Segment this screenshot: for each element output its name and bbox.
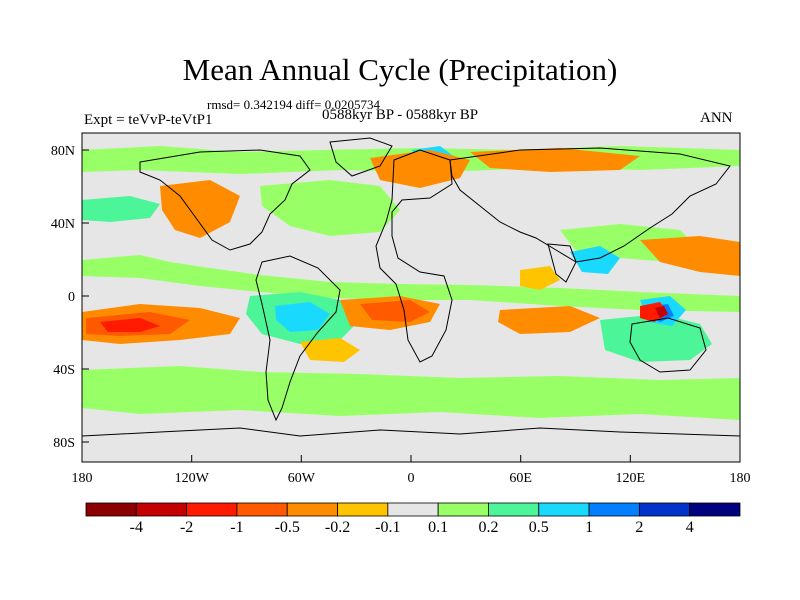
- precip-field: [82, 146, 740, 420]
- lon-ticks: [81, 455, 741, 462]
- field-patch: [520, 266, 560, 290]
- colorbar-box: [689, 502, 741, 517]
- map-title: Mean Annual Cycle (Precipitation): [182, 52, 618, 87]
- europe-africa-outline: [375, 149, 453, 363]
- colorbar-box: [135, 502, 188, 517]
- season-label: ANN: [700, 110, 733, 126]
- coastlines: [82, 137, 740, 462]
- colorbar-box: [337, 502, 389, 517]
- lat-label: 80S: [53, 436, 75, 451]
- colorbar-label: 4: [686, 519, 694, 536]
- colorbar-box: [488, 502, 540, 517]
- field-patch: [640, 236, 740, 276]
- colorbar-label: 2: [635, 519, 643, 536]
- period-label: 0588kyr BP - 0588kyr BP: [322, 107, 479, 123]
- colorbar-label: 1: [585, 519, 593, 536]
- field-patch: [300, 338, 360, 362]
- colorbar-box: [638, 502, 691, 517]
- stats-text: rmsd= 0.342194 diff= 0.0205734: [207, 97, 380, 112]
- field-patch: [275, 302, 330, 332]
- field-patch: [100, 318, 160, 332]
- lat-label: 80N: [51, 144, 75, 159]
- india-outline: [547, 243, 577, 283]
- colorbar-label: -1: [230, 519, 243, 536]
- field-patch: [600, 314, 712, 362]
- lon-label: 60E: [509, 471, 532, 486]
- field-patch: [470, 148, 640, 172]
- colorbar-label: -0.2: [325, 519, 350, 536]
- field-patch: [160, 180, 240, 238]
- lon-label: 0: [408, 471, 415, 486]
- greenland-outline: [329, 137, 393, 177]
- field-patch: [82, 196, 160, 222]
- lat-label: 40S: [53, 363, 75, 378]
- colorbar-label: -0.1: [375, 519, 400, 536]
- field-patch: [655, 306, 668, 318]
- field-patch: [82, 255, 740, 312]
- south-america-outline: [255, 255, 341, 422]
- experiment-label: Expt = teVvP-teVtP1: [84, 112, 213, 128]
- lon-labels: 180 120W 60W 0 60E 120E 180: [72, 471, 751, 486]
- colorbar-box: [85, 502, 137, 517]
- field-patch: [82, 366, 740, 420]
- lat-label: 40N: [51, 217, 75, 232]
- field-patch: [260, 180, 400, 236]
- colorbar-box: [286, 502, 338, 517]
- colorbar-label: 0.5: [529, 519, 549, 536]
- colorbar-box: [236, 502, 288, 517]
- colorbar: [85, 502, 741, 517]
- colorbar-box: [538, 502, 590, 517]
- colorbar-box: [186, 502, 238, 517]
- lat-label: 0: [68, 290, 75, 305]
- colorbar-box: [387, 502, 439, 517]
- australia-outline: [629, 317, 707, 373]
- lon-label: 60W: [288, 471, 316, 486]
- lon-label: 120E: [616, 471, 646, 486]
- asia-outline: [449, 147, 731, 263]
- lon-label: 120W: [175, 471, 210, 486]
- colorbar-label: -0.5: [275, 519, 300, 536]
- field-patch: [360, 300, 430, 322]
- lat-labels: 80N 40N 0 40S 80S: [51, 144, 75, 451]
- lon-label: 180: [72, 471, 93, 486]
- field-patch: [570, 246, 620, 274]
- colorbar-box: [437, 502, 489, 517]
- colorbar-labels: -4 -2 -1 -0.5 -0.2 -0.1 0.1 0.2 0.5 1 2 4: [130, 519, 694, 536]
- colorbar-box: [588, 502, 640, 517]
- antarctica-outline: [82, 427, 740, 462]
- colorbar-label: 0.1: [428, 519, 448, 536]
- colorbar-label: 0.2: [478, 519, 498, 536]
- lon-label: 180: [730, 471, 751, 486]
- colorbar-label: -2: [180, 519, 193, 536]
- field-patch: [498, 306, 600, 334]
- north-america-outline: [139, 149, 311, 251]
- colorbar-label: -4: [130, 519, 143, 536]
- lat-ticks: [82, 149, 89, 443]
